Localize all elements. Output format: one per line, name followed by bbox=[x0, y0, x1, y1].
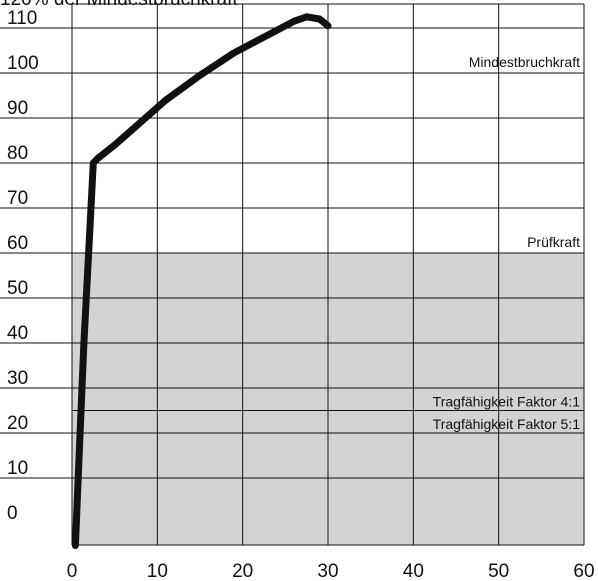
annotation-lines bbox=[72, 410, 584, 434]
x-tick-label: 30 bbox=[317, 561, 338, 581]
x-tick-label: 20 bbox=[232, 561, 253, 581]
y-tick-label: 30 bbox=[7, 368, 28, 389]
annotation-label: Mindestbruchkraft bbox=[469, 54, 580, 70]
y-tick-label: 40 bbox=[7, 323, 28, 344]
y-tick-label: 70 bbox=[7, 188, 28, 209]
y-tick-label: 80 bbox=[7, 143, 28, 164]
x-tick-label: 50 bbox=[488, 561, 509, 581]
x-tick-label: 40 bbox=[403, 561, 424, 581]
series-line bbox=[71, 13, 332, 549]
x-tick-label: 10 bbox=[147, 561, 168, 581]
x-tick-label: 0 bbox=[67, 561, 78, 581]
annotation-label: Tragfähigkeit Faktor 5:1 bbox=[433, 416, 581, 432]
y-tick-labels: 0 10 20 30 40 50 60 70 80 90 100 110 bbox=[7, 8, 39, 524]
y-tick-label: 20 bbox=[7, 413, 28, 434]
chart-title: 120% der Mindestbruchkraft bbox=[0, 0, 238, 10]
annotation-label: Prüfkraft bbox=[527, 234, 580, 250]
x-tick-labels: 0 10 20 30 40 50 60 bbox=[67, 561, 595, 581]
annotation-labels: Mindestbruchkraft Prüfkraft Tragfähigkeit … bbox=[433, 54, 581, 432]
y-tick-label: 10 bbox=[7, 458, 28, 479]
y-tick-label: 110 bbox=[7, 8, 37, 29]
y-tick-label: 0 bbox=[7, 503, 18, 524]
y-tick-label: 90 bbox=[7, 98, 28, 119]
y-tick-label: 50 bbox=[7, 278, 28, 299]
y-tick-label: 100 bbox=[7, 53, 39, 74]
annotation-label: Tragfähigkeit Faktor 4:1 bbox=[433, 394, 581, 410]
x-tick-label: 60 bbox=[573, 561, 594, 581]
y-tick-label: 60 bbox=[7, 233, 28, 254]
